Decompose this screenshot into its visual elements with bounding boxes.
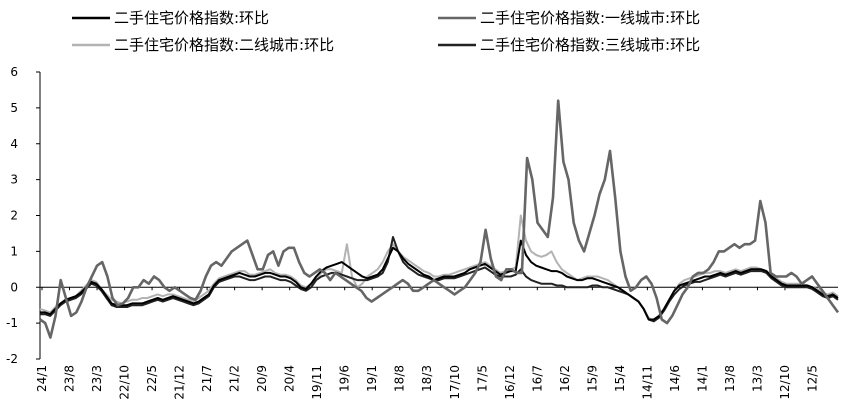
legend-entry-series-2: 二手住宅价格指数:一线城市:环比 (438, 9, 700, 27)
legend-label-series-1: 二手住宅价格指数:环比 (114, 9, 269, 27)
x-tick-label: 23/8 (63, 365, 77, 392)
x-tick-label: 24/1 (35, 365, 49, 392)
y-tick-label: 2 (10, 209, 18, 223)
x-tick-label: 17/10 (448, 365, 462, 400)
axes: -2 -1 0 1 2 3 4 5 6 24/1 23/8 23/3 22/10 22/5 21/12 21/… (6, 65, 838, 400)
x-tick-label: 15/9 (585, 365, 599, 392)
x-tick-label: 14/6 (668, 365, 682, 392)
x-tick-label: 19/6 (338, 365, 352, 392)
legend-entry-series-4: 二手住宅价格指数:三线城市:环比 (438, 36, 700, 54)
x-tick-label: 21/2 (228, 365, 242, 392)
x-tick-label: 14/1 (695, 365, 709, 392)
series-line-1 (40, 239, 839, 321)
x-tick-label: 19/11 (310, 365, 324, 400)
legend-entry-series-1: 二手住宅价格指数:环比 (72, 9, 269, 27)
x-tick-label: 17/5 (475, 365, 489, 392)
x-tick-label: 16/12 (503, 365, 517, 400)
x-tick-label: 12/5 (805, 365, 819, 392)
x-tick-label: 13/8 (723, 365, 737, 392)
x-tick-label: 21/12 (173, 365, 187, 400)
y-tick-label: 1 (10, 244, 18, 258)
x-tick-label: 19/1 (365, 365, 379, 392)
x-tick-label: 13/3 (750, 365, 764, 392)
y-tick-label: 5 (10, 101, 18, 115)
x-tick-label: 16/2 (558, 365, 572, 392)
x-tick-label: 20/9 (255, 365, 269, 392)
legend-label-series-2: 二手住宅价格指数:一线城市:环比 (480, 9, 700, 27)
series-line-2 (39, 99, 840, 339)
x-tick-label: 22/10 (118, 365, 132, 400)
x-tick-label: 20/4 (283, 365, 297, 392)
x-tick-label: 16/7 (530, 365, 544, 392)
x-tick-label: 22/5 (145, 365, 159, 392)
y-tick-label: 6 (10, 65, 18, 79)
x-tick-label: 18/3 (420, 365, 434, 392)
series-line-3 (39, 214, 839, 323)
x-tick-label: 18/8 (393, 365, 407, 392)
y-tick-label: 0 (10, 280, 18, 294)
legend: 二手住宅价格指数:环比 二手住宅价格指数:一线城市:环比 二手住宅价格指数:二线… (72, 9, 700, 54)
x-tick-label: 14/11 (640, 365, 654, 400)
y-tick-label: -2 (6, 352, 18, 366)
y-tick-label: -1 (6, 316, 18, 330)
x-tick-label: 15/4 (613, 365, 627, 392)
y-tick-label: 3 (10, 173, 18, 187)
x-tick-label: 23/3 (90, 365, 104, 392)
x-tick-label: 12/10 (778, 365, 792, 400)
legend-label-series-4: 二手住宅价格指数:三线城市:环比 (480, 36, 700, 54)
legend-entry-series-3: 二手住宅价格指数:二线城市:环比 (72, 36, 334, 54)
series-layer (39, 99, 840, 339)
series-line-4 (40, 236, 839, 323)
x-tick-label: 21/7 (200, 365, 214, 392)
legend-label-series-3: 二手住宅价格指数:二线城市:环比 (114, 36, 334, 54)
y-tick-label: 4 (10, 137, 18, 151)
